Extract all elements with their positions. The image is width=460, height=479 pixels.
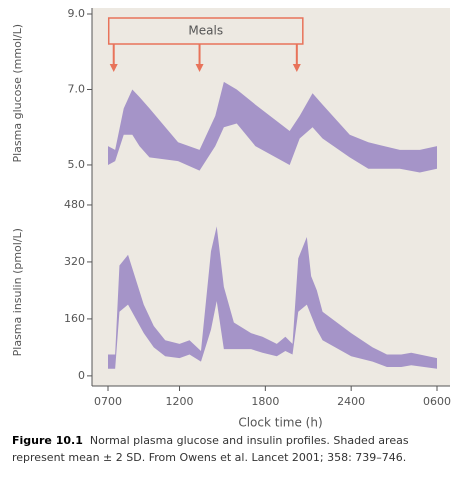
x-tick-label: 0600 xyxy=(423,395,451,408)
caption: Figure 10.1 Normal plasma glucose and in… xyxy=(12,432,452,466)
x-axis-label: Clock time (h) xyxy=(238,416,322,430)
y-axis-label: Plasma insulin (pmol/L) xyxy=(11,228,24,356)
y-axis-label: Plasma glucose (mmol/L) xyxy=(11,24,24,163)
y-tick-label: 7.0 xyxy=(68,82,86,95)
sd-band xyxy=(108,226,437,369)
meals-label: Meals xyxy=(188,24,223,38)
caption-text: Normal plasma glucose and insulin profil… xyxy=(12,434,409,464)
x-tick-label: 1200 xyxy=(166,395,194,408)
y-tick-label: 5.0 xyxy=(68,158,86,171)
meal-arrowhead xyxy=(109,64,118,72)
y-tick-label: 320 xyxy=(64,255,85,268)
meal-arrowhead xyxy=(195,64,204,72)
sd-band xyxy=(108,81,437,173)
meal-arrowhead xyxy=(292,64,301,72)
x-tick-label: 0700 xyxy=(94,395,122,408)
chart: 5.0 7.0 9.0 Plasma glucose (mmol/L) Meals 0 16… xyxy=(11,7,451,430)
y-tick-label: 0 xyxy=(78,369,85,382)
y-tick-label: 160 xyxy=(64,312,85,325)
meals-box xyxy=(107,17,304,45)
x-tick-label: 1800 xyxy=(251,395,279,408)
y-tick-label: 480 xyxy=(64,198,85,211)
y-tick-label: 9.0 xyxy=(68,7,86,20)
caption-label: Figure 10.1 xyxy=(12,434,83,447)
x-tick-label: 2400 xyxy=(337,395,365,408)
